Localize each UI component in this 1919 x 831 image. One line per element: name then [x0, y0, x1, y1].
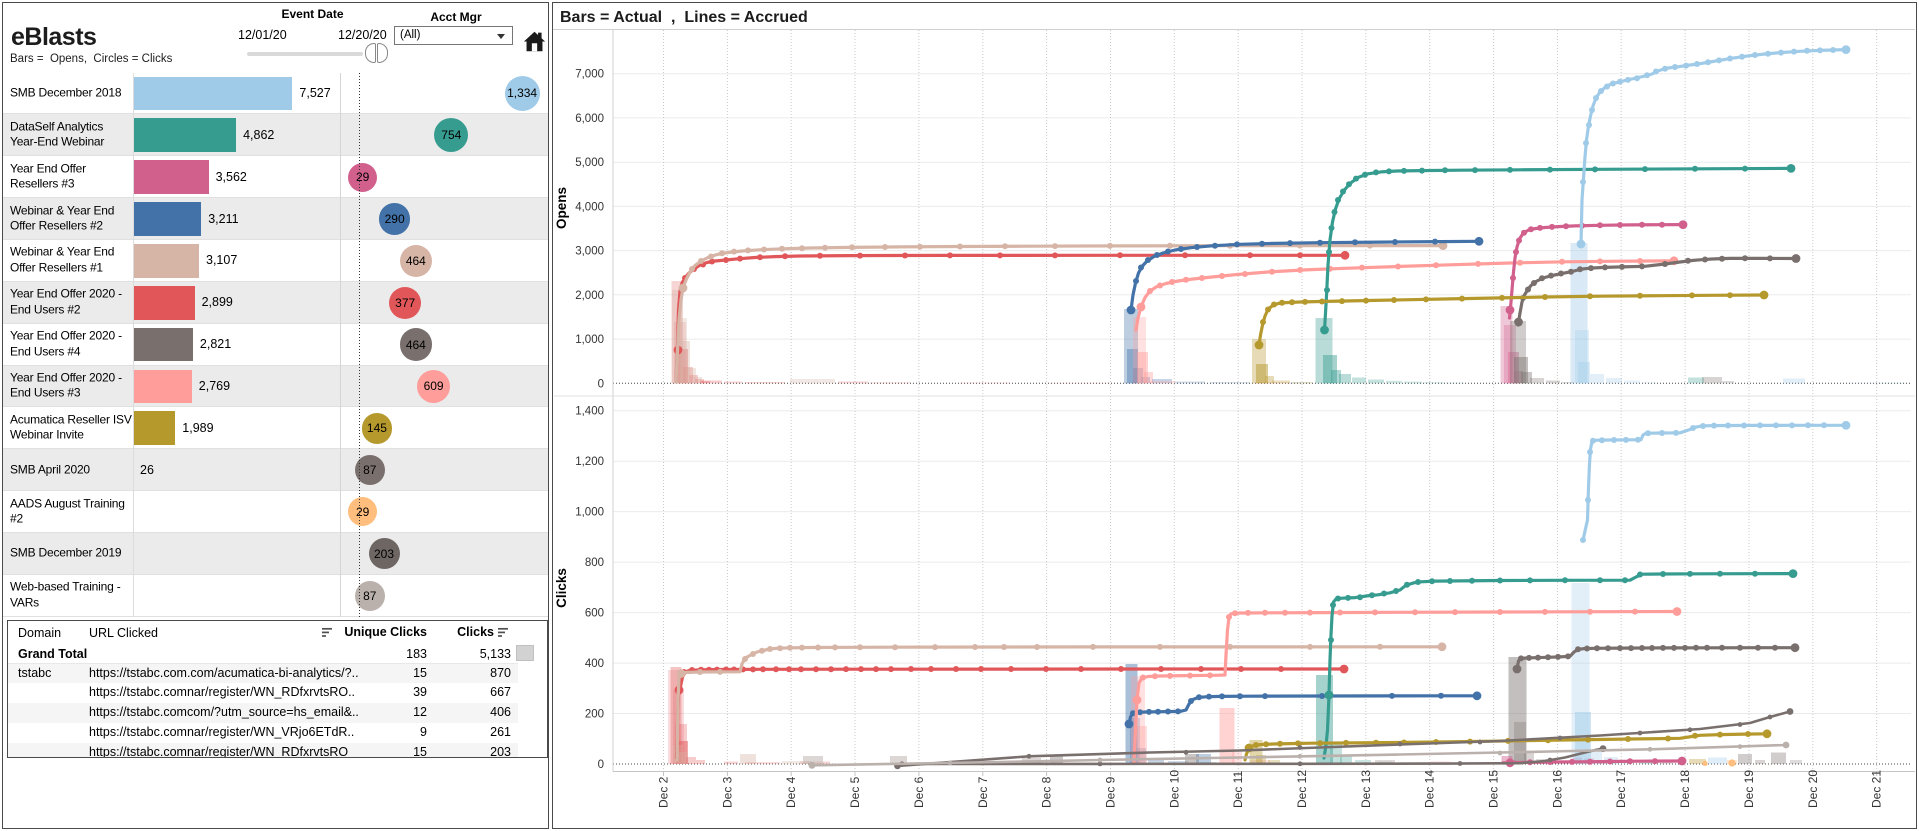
- svg-text:Dec 20: Dec 20: [1806, 770, 1820, 808]
- svg-text:Dec 19: Dec 19: [1742, 770, 1756, 808]
- svg-text:Dec 13: Dec 13: [1359, 770, 1373, 808]
- svg-text:Dec 8: Dec 8: [1040, 776, 1054, 808]
- svg-text:600: 600: [585, 608, 604, 620]
- svg-text:Opens: Opens: [554, 187, 569, 229]
- svg-text:0: 0: [598, 759, 604, 771]
- svg-text:Dec 17: Dec 17: [1614, 770, 1628, 808]
- svg-text:Dec 2: Dec 2: [657, 776, 671, 808]
- svg-text:800: 800: [585, 557, 604, 569]
- svg-text:0: 0: [598, 378, 604, 390]
- svg-text:Dec 5: Dec 5: [848, 776, 862, 808]
- svg-text:Dec 10: Dec 10: [1167, 770, 1181, 808]
- svg-text:Dec 18: Dec 18: [1678, 770, 1692, 808]
- svg-text:3,000: 3,000: [575, 246, 604, 258]
- svg-text:Dec 7: Dec 7: [976, 776, 990, 808]
- svg-text:6,000: 6,000: [575, 113, 604, 125]
- svg-text:1,000: 1,000: [575, 334, 604, 346]
- svg-text:Dec 6: Dec 6: [912, 776, 926, 808]
- svg-text:4,000: 4,000: [575, 201, 604, 213]
- svg-text:Dec 12: Dec 12: [1295, 770, 1309, 808]
- svg-text:Dec 16: Dec 16: [1550, 770, 1564, 808]
- svg-text:Dec 15: Dec 15: [1487, 770, 1501, 808]
- svg-text:Clicks: Clicks: [554, 568, 569, 608]
- svg-text:Dec 3: Dec 3: [720, 776, 734, 808]
- svg-text:400: 400: [585, 658, 604, 670]
- svg-text:1,000: 1,000: [575, 507, 604, 519]
- svg-text:7,000: 7,000: [575, 69, 604, 81]
- svg-text:1,200: 1,200: [575, 456, 604, 468]
- svg-text:2,000: 2,000: [575, 290, 604, 302]
- svg-text:5,000: 5,000: [575, 157, 604, 169]
- svg-text:Dec 9: Dec 9: [1104, 776, 1118, 808]
- svg-text:200: 200: [585, 709, 604, 721]
- svg-text:Dec 4: Dec 4: [784, 776, 798, 808]
- svg-text:Dec 11: Dec 11: [1231, 771, 1245, 808]
- svg-text:Dec 21: Dec 21: [1870, 770, 1884, 808]
- svg-text:1,400: 1,400: [575, 406, 604, 418]
- svg-text:Dec 14: Dec 14: [1423, 770, 1437, 808]
